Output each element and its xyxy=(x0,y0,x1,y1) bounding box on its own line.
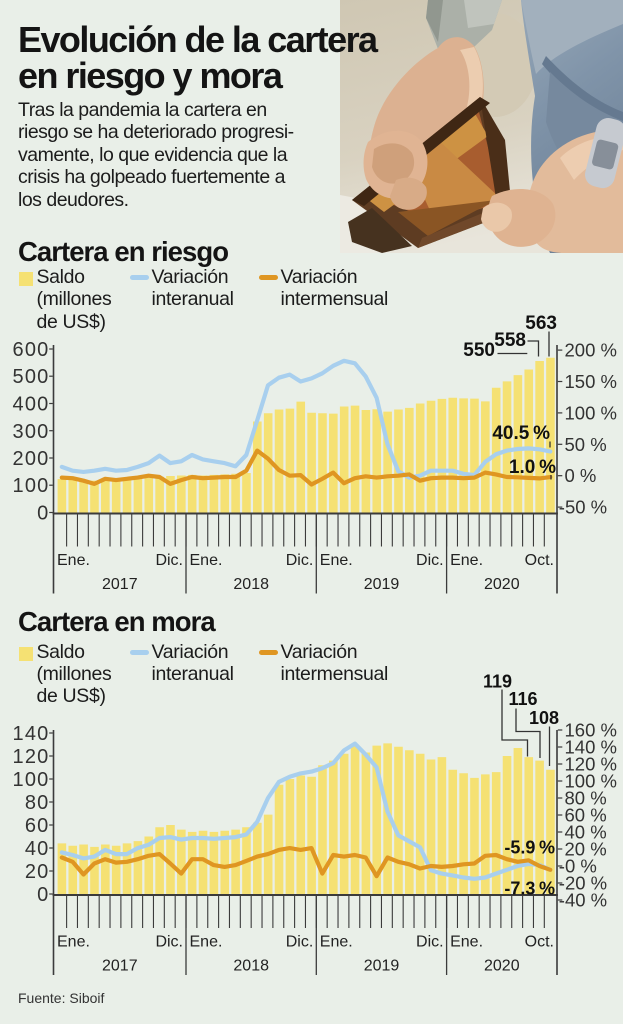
svg-text:Ene.: Ene. xyxy=(190,934,223,951)
svg-text:108: 108 xyxy=(529,708,559,728)
svg-text:40.5 %: 40.5 % xyxy=(492,423,550,444)
svg-text:119: 119 xyxy=(483,672,512,692)
svg-text:116: 116 xyxy=(508,689,537,709)
svg-text:Dic.: Dic. xyxy=(416,934,444,951)
svg-text:200 %: 200 % xyxy=(565,340,617,361)
svg-text:50 %: 50 % xyxy=(565,434,607,455)
svg-text:1.0 %: 1.0 % xyxy=(509,457,556,478)
svg-text:100: 100 xyxy=(13,475,50,497)
svg-text:-40 %: -40 % xyxy=(559,890,607,911)
svg-text:558: 558 xyxy=(494,330,526,351)
svg-text:2019: 2019 xyxy=(364,576,400,593)
svg-text:400: 400 xyxy=(13,394,50,416)
svg-text:120 %: 120 % xyxy=(565,754,617,775)
svg-text:60: 60 xyxy=(25,815,50,837)
svg-text:Dic.: Dic. xyxy=(416,552,444,569)
svg-text:0: 0 xyxy=(37,884,49,906)
svg-text:-0 %: -0 % xyxy=(559,856,597,877)
svg-text:200: 200 xyxy=(13,448,50,470)
svg-text:80 %: 80 % xyxy=(565,788,607,809)
svg-text:100: 100 xyxy=(13,769,50,791)
svg-text:-5.9 %: -5.9 % xyxy=(504,838,555,858)
svg-text:2018: 2018 xyxy=(233,958,269,975)
svg-text:120: 120 xyxy=(13,746,50,768)
svg-text:300: 300 xyxy=(13,421,50,443)
svg-text:2017: 2017 xyxy=(102,576,138,593)
svg-text:40: 40 xyxy=(25,838,50,860)
svg-text:Ene.: Ene. xyxy=(320,934,353,951)
svg-text:2019: 2019 xyxy=(364,958,400,975)
svg-text:Oct.: Oct. xyxy=(525,934,554,951)
svg-text:-50 %: -50 % xyxy=(559,497,607,518)
svg-text:-7.3 %: -7.3 % xyxy=(504,879,555,899)
svg-text:Dic.: Dic. xyxy=(286,934,314,951)
svg-text:2018: 2018 xyxy=(233,576,269,593)
svg-text:Ene.: Ene. xyxy=(57,934,90,951)
svg-text:Ene.: Ene. xyxy=(450,934,483,951)
svg-text:160 %: 160 % xyxy=(565,720,617,741)
svg-text:150 %: 150 % xyxy=(565,371,617,392)
svg-text:600: 600 xyxy=(13,339,50,361)
svg-text:40 %: 40 % xyxy=(565,822,607,843)
svg-text:140: 140 xyxy=(13,723,50,745)
svg-text:563: 563 xyxy=(525,313,557,334)
svg-text:550: 550 xyxy=(463,340,495,361)
svg-text:500: 500 xyxy=(13,366,50,388)
svg-text:2020: 2020 xyxy=(484,958,520,975)
svg-text:2020: 2020 xyxy=(484,576,520,593)
svg-text:Ene.: Ene. xyxy=(57,552,90,569)
svg-text:20: 20 xyxy=(25,861,50,883)
svg-text:Dic.: Dic. xyxy=(286,552,314,569)
svg-text:-20 %: -20 % xyxy=(559,873,607,894)
svg-text:Ene.: Ene. xyxy=(320,552,353,569)
svg-text:2017: 2017 xyxy=(102,958,138,975)
svg-text:0 %: 0 % xyxy=(565,465,597,486)
svg-text:Dic.: Dic. xyxy=(155,552,183,569)
svg-text:80: 80 xyxy=(25,792,50,814)
svg-text:Dic.: Dic. xyxy=(155,934,183,951)
svg-text:20 %: 20 % xyxy=(565,839,607,860)
svg-text:Ene.: Ene. xyxy=(450,552,483,569)
svg-text:100 %: 100 % xyxy=(565,771,617,792)
svg-text:60 %: 60 % xyxy=(565,805,607,826)
svg-text:Ene.: Ene. xyxy=(190,552,223,569)
svg-text:100 %: 100 % xyxy=(565,402,617,423)
svg-text:Oct.: Oct. xyxy=(525,552,554,569)
svg-text:0: 0 xyxy=(37,503,49,525)
svg-text:140 %: 140 % xyxy=(565,737,617,758)
